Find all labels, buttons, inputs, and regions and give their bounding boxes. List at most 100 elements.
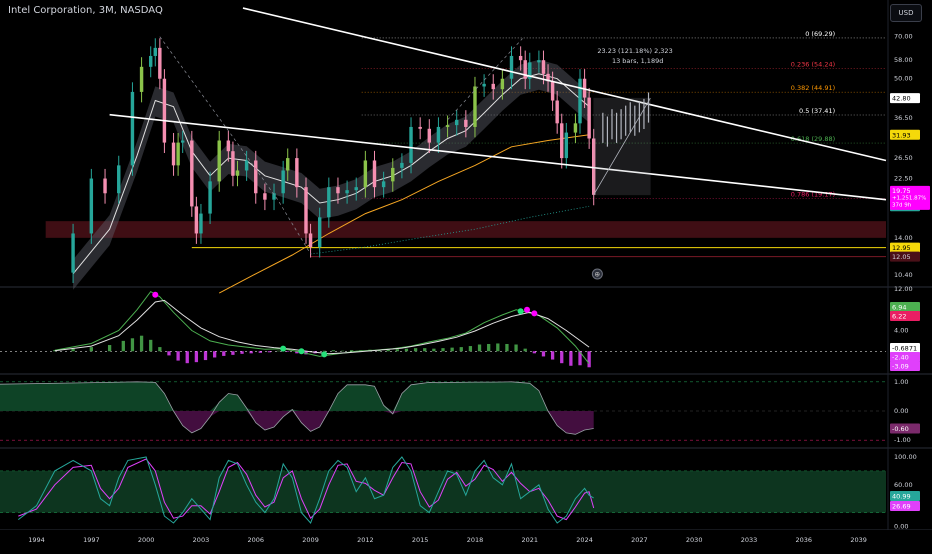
macd-histogram-bar bbox=[240, 351, 244, 354]
candle-body bbox=[308, 233, 313, 248]
currency-button[interactable]: USD bbox=[890, 4, 922, 22]
macd-histogram-bar bbox=[139, 335, 144, 352]
stoch-value-tag-bg bbox=[890, 501, 920, 511]
macd-histogram-bar bbox=[423, 348, 427, 352]
crossover-dot bbox=[531, 310, 538, 317]
crossover-dot bbox=[280, 345, 287, 352]
macd-histogram-bar bbox=[477, 344, 482, 352]
macd-histogram-bar bbox=[350, 350, 354, 352]
candle-body bbox=[528, 62, 532, 79]
candle-body bbox=[550, 81, 555, 101]
crossover-dot bbox=[321, 351, 328, 358]
candle-body bbox=[208, 181, 212, 214]
price-tick: 22.50 bbox=[894, 175, 913, 183]
macd-histogram-bar bbox=[331, 350, 336, 352]
candle-body bbox=[537, 60, 541, 63]
macd-histogram-bar bbox=[267, 351, 272, 353]
crossover-dot bbox=[524, 306, 531, 313]
price-tag-bg bbox=[890, 129, 920, 140]
candle-body bbox=[244, 160, 249, 171]
time-tick: 2018 bbox=[467, 536, 484, 544]
macd-histogram-bar bbox=[560, 351, 564, 364]
candle-body bbox=[473, 86, 477, 127]
candle-body bbox=[254, 160, 258, 194]
candle-body bbox=[591, 138, 596, 195]
price-tick: 14.00 bbox=[894, 234, 913, 242]
osc-tick: 0.00 bbox=[894, 407, 908, 415]
measure-label: 13 bars, 1,189d bbox=[612, 57, 663, 65]
macd-histogram-bar bbox=[304, 351, 308, 355]
price-tick: 26.50 bbox=[894, 154, 913, 162]
osc-value-tag: -0.60 bbox=[892, 425, 909, 433]
candle-body bbox=[409, 126, 413, 163]
macd-histogram-bar bbox=[459, 347, 463, 352]
candle-body bbox=[103, 178, 107, 194]
macd-histogram-bar bbox=[441, 348, 445, 352]
candle-body bbox=[354, 187, 358, 191]
macd-histogram-bar bbox=[222, 351, 226, 356]
osc-value-tag-bg bbox=[890, 423, 920, 434]
macd-histogram-bar bbox=[550, 351, 555, 360]
time-tick: 2003 bbox=[193, 536, 210, 544]
price-tag: 42.80 bbox=[892, 95, 911, 103]
candle-body bbox=[180, 140, 185, 143]
macd-histogram-bar bbox=[587, 351, 591, 368]
zigzag-line bbox=[159, 36, 311, 255]
stoch-d-line bbox=[18, 458, 595, 521]
macd-histogram-bar bbox=[194, 351, 199, 363]
candle-body bbox=[171, 142, 176, 166]
candle-body bbox=[304, 187, 308, 234]
price-tick: 58.00 bbox=[894, 56, 913, 64]
candle-body bbox=[587, 97, 591, 139]
candle-body bbox=[199, 213, 203, 234]
macd-histogram-bar bbox=[249, 351, 253, 354]
candle-body bbox=[482, 83, 486, 87]
time-tick: 1997 bbox=[83, 536, 100, 544]
candle-body bbox=[555, 100, 559, 124]
stoch-tick: 0.00 bbox=[894, 523, 908, 531]
candle-body bbox=[217, 140, 221, 182]
last-price-tag-bg bbox=[890, 185, 930, 210]
macd-histogram-bar bbox=[176, 351, 180, 361]
macd-histogram-bar bbox=[487, 343, 491, 352]
price-tag-bg bbox=[890, 93, 920, 104]
price-tag-bg bbox=[890, 242, 920, 253]
fib-label: 0.236 (54.24) bbox=[791, 61, 835, 69]
candle-body bbox=[71, 233, 75, 273]
macd-histogram-bar bbox=[286, 351, 290, 352]
price-tag: 31.93 bbox=[892, 131, 911, 139]
macd-value-tag-bg bbox=[890, 311, 920, 321]
macd-line bbox=[54, 290, 590, 365]
stoch-value-tag: 26.69 bbox=[892, 503, 911, 511]
candle-body bbox=[130, 91, 135, 166]
stoch-tick: 100.00 bbox=[894, 453, 917, 461]
candle-body bbox=[541, 60, 546, 74]
candle-body bbox=[327, 187, 331, 218]
macd-histogram-bar bbox=[505, 343, 509, 352]
macd-value-tag-bg bbox=[890, 352, 920, 362]
candle-body bbox=[400, 162, 404, 168]
trendline-2 bbox=[109, 113, 887, 201]
ma-orange-line bbox=[218, 134, 590, 294]
macd-histogram-bar bbox=[71, 348, 75, 352]
macd-histogram-bar bbox=[203, 351, 208, 361]
macd-histogram-bar bbox=[158, 347, 162, 352]
macd-histogram-bar bbox=[167, 351, 171, 356]
macd-histogram-bar bbox=[386, 349, 390, 352]
macd-value-tag: -3.09 bbox=[892, 363, 909, 371]
macd-histogram-bar bbox=[569, 351, 573, 366]
macd-histogram-bar bbox=[413, 348, 418, 352]
projection-path bbox=[593, 97, 651, 196]
osc-line bbox=[0, 381, 594, 435]
candle-body bbox=[560, 123, 564, 159]
fib-label: 0.618 (29.88) bbox=[791, 135, 835, 143]
candle-body bbox=[194, 206, 199, 234]
chart-title: Intel Corporation, 3M, NASDAQ bbox=[8, 5, 163, 16]
candle-body bbox=[231, 151, 235, 176]
candle-body bbox=[372, 160, 377, 188]
time-tick: 2012 bbox=[357, 536, 374, 544]
macd-value-tag-bg bbox=[890, 343, 920, 353]
candle-body bbox=[235, 170, 240, 176]
time-tick: 2015 bbox=[412, 536, 429, 544]
